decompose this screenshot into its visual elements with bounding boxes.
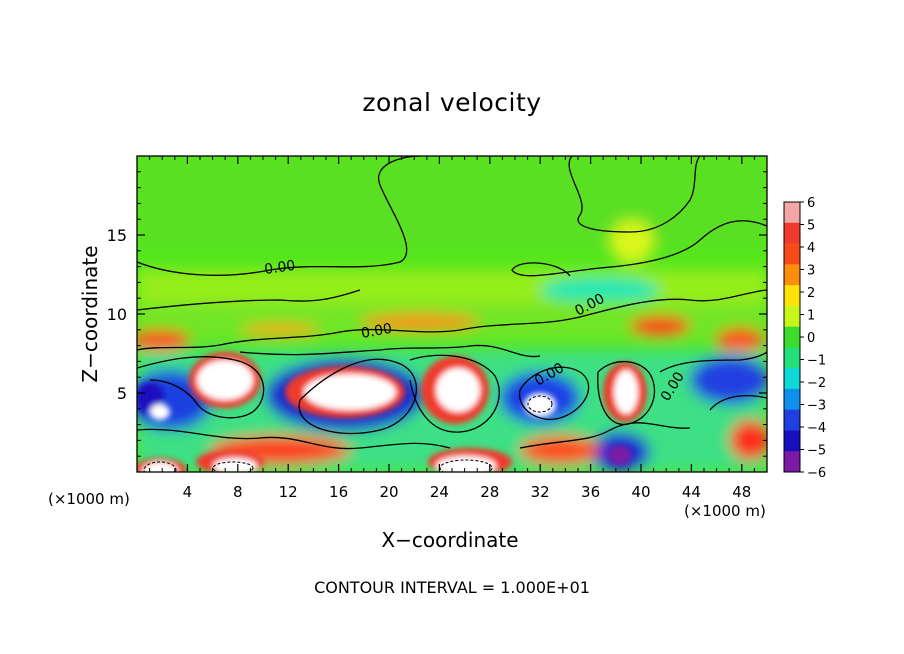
- colorbar-swatch: [784, 326, 800, 348]
- colorbar-tick-label: 5: [807, 219, 815, 234]
- colorbar-swatch: [784, 305, 800, 328]
- colorbar-tick-label: 6: [807, 196, 815, 211]
- colorbar-tick-label: 1: [807, 309, 815, 324]
- x-tick-label: 48: [732, 483, 751, 501]
- colorbar-swatch: [784, 430, 800, 452]
- contour-lines: [137, 156, 767, 450]
- colorbar-swatch: [784, 243, 800, 265]
- colorbar-swatch: [784, 368, 800, 390]
- y-tick-label: 5: [117, 384, 127, 403]
- x-tick-label: 36: [581, 483, 600, 501]
- x-unit-left: (×1000 m): [48, 490, 130, 508]
- contour-interval-note: CONTOUR INTERVAL = 1.000E+01: [314, 578, 590, 597]
- x-tick-label: 16: [329, 483, 348, 501]
- colorbar-tick-label: −6: [807, 466, 826, 481]
- colorbar-tick-label: −1: [807, 354, 826, 369]
- x-tick-label: 28: [480, 483, 499, 501]
- x-tick-label: 8: [233, 483, 243, 501]
- x-tick-label: 44: [682, 483, 701, 501]
- colorbar-swatch: [784, 451, 800, 473]
- x-axis-label: X−coordinate: [381, 528, 519, 552]
- x-tick-label: 12: [279, 483, 298, 501]
- colorbar-swatch: [784, 264, 800, 286]
- colorbar-swatch: [784, 222, 800, 245]
- colorbar-tick-label: −2: [807, 376, 826, 391]
- colorbar-tick-label: 2: [807, 286, 815, 301]
- y-tick-label: 15: [107, 226, 127, 245]
- colorbar-tick-label: −3: [807, 399, 826, 414]
- x-tick-label: 40: [631, 483, 650, 501]
- contour-label: 0.00: [263, 258, 296, 278]
- colorbar-swatch: [784, 347, 800, 369]
- x-tick-label: 24: [430, 483, 449, 501]
- colorbar-tick-label: 3: [807, 264, 815, 279]
- heatmap-field: [137, 156, 767, 472]
- colorbar: 6 5 4 3 2 1 0 −1 −2 −3 −4 −5 −6: [783, 196, 826, 481]
- chart-title: zonal velocity: [362, 88, 542, 117]
- x-axis-ticks: 4 8 12 16 20 24 28 32 36 40 44 48: [149, 156, 755, 501]
- y-tick-label: 10: [107, 305, 127, 324]
- colorbar-tick-label: 4: [807, 241, 815, 256]
- colorbar-swatch: [784, 409, 800, 431]
- colorbar-tick-label: −5: [807, 444, 826, 459]
- x-tick-label: 20: [379, 483, 398, 501]
- contour-label: 0.00: [360, 321, 393, 342]
- x-tick-label: 4: [183, 483, 193, 501]
- colorbar-swatch: [784, 285, 800, 307]
- x-unit-right: (×1000 m): [684, 502, 766, 520]
- colorbar-tick-label: −4: [807, 421, 826, 436]
- colorbar-swatch: [784, 202, 800, 224]
- y-axis-ticks: 5 10 15: [107, 171, 767, 457]
- x-tick-label: 32: [531, 483, 550, 501]
- colorbar-tick-label: 0: [807, 331, 815, 346]
- colorbar-swatch: [784, 388, 800, 411]
